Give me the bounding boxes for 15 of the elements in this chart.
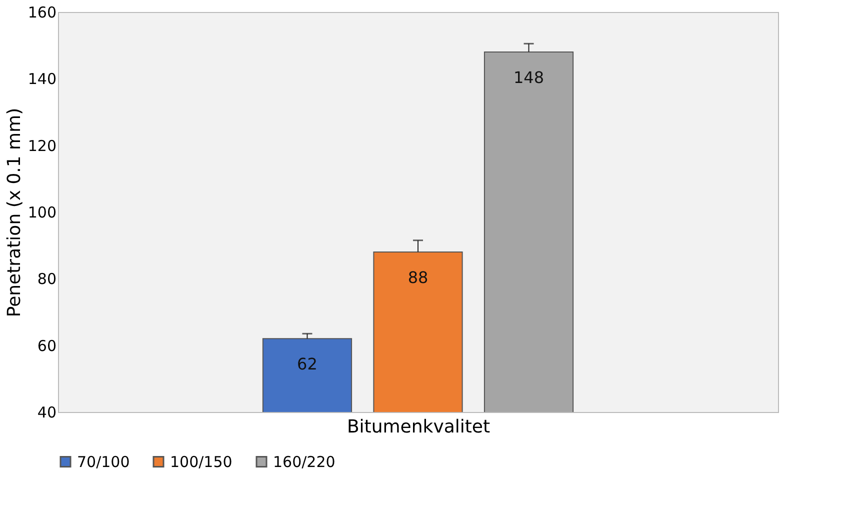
legend-label: 70/100 [77, 452, 130, 471]
legend-label: 100/150 [170, 452, 232, 471]
data-label: 88 [408, 268, 428, 287]
y-tick-label: 60 [37, 336, 56, 355]
data-label: 62 [297, 354, 318, 374]
y-tick-label: 40 [37, 404, 56, 422]
y-tick-label: 80 [37, 270, 56, 288]
y-tick-label: 100 [28, 204, 56, 222]
y-tick-label: 160 [28, 4, 56, 22]
data-label: 148 [513, 68, 544, 87]
x-axis-title: Bitumenkvalitet [346, 416, 490, 438]
y-tick-label: 140 [28, 70, 56, 88]
legend-label: 160/220 [273, 452, 336, 471]
y-axis-title: Penetration (x 0.1 mm) [4, 108, 25, 318]
y-tick-label: 120 [28, 136, 56, 155]
